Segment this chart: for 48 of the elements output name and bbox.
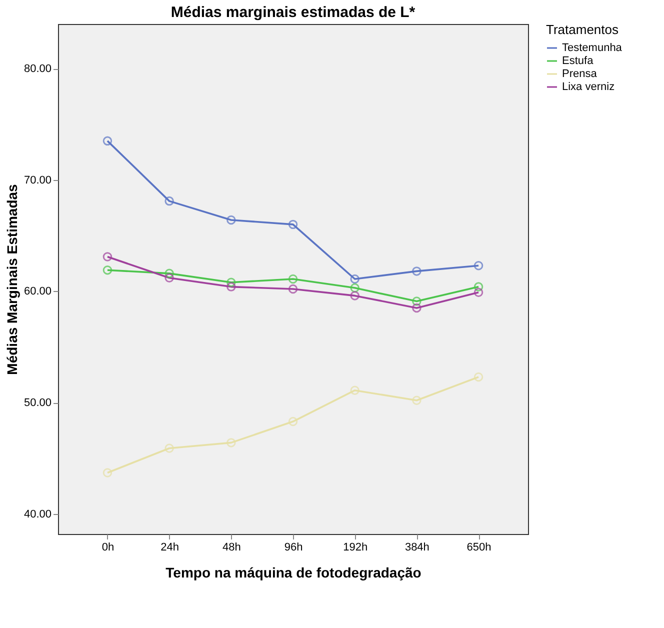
x-axis-title: Tempo na máquina de fotodegradação bbox=[166, 564, 422, 580]
point bbox=[474, 372, 484, 382]
point bbox=[226, 278, 236, 287]
legend-label: Lixa verniz bbox=[562, 81, 615, 93]
point bbox=[412, 266, 422, 276]
point bbox=[288, 274, 298, 284]
point bbox=[164, 444, 174, 453]
x-tick-label: 0h bbox=[102, 542, 114, 554]
x-tick-label: 192h bbox=[343, 542, 368, 554]
y-axis-title: Médias Marginais Estimadas bbox=[4, 184, 20, 375]
point bbox=[164, 273, 174, 282]
point bbox=[102, 265, 112, 275]
chart-title: Médias marginais estimadas de L* bbox=[170, 4, 416, 21]
point bbox=[164, 268, 174, 278]
x-tick-label: 384h bbox=[404, 542, 430, 554]
point bbox=[226, 282, 236, 292]
legend-title: Tratamentos bbox=[546, 22, 619, 37]
point bbox=[412, 396, 422, 405]
x-tick-label: 650h bbox=[466, 542, 492, 554]
y-tick-label: 60.00 bbox=[24, 286, 52, 298]
legend-label: Prensa bbox=[562, 68, 598, 80]
point bbox=[288, 284, 298, 294]
point bbox=[102, 252, 112, 262]
y-tick-label: 70.00 bbox=[24, 174, 52, 186]
point bbox=[412, 303, 422, 313]
point bbox=[474, 288, 484, 297]
point bbox=[350, 291, 360, 300]
point bbox=[474, 261, 484, 270]
x-tick-label: 96h bbox=[284, 542, 303, 554]
legend-label: Estufa bbox=[562, 55, 594, 67]
point bbox=[350, 386, 360, 395]
x-tick-label: 24h bbox=[160, 542, 179, 554]
point bbox=[226, 215, 236, 225]
point bbox=[102, 468, 112, 478]
point bbox=[288, 220, 298, 230]
point bbox=[226, 438, 236, 448]
y-tick-label: 40.00 bbox=[24, 508, 52, 520]
point bbox=[474, 282, 484, 292]
point bbox=[350, 274, 360, 284]
y-tick-label: 80.00 bbox=[24, 63, 52, 76]
legend-label: Testemunha bbox=[562, 42, 623, 54]
point bbox=[164, 196, 174, 206]
x-tick-label: 48h bbox=[222, 542, 241, 554]
point bbox=[288, 416, 298, 426]
point bbox=[350, 283, 360, 293]
point bbox=[102, 136, 112, 146]
y-tick-label: 50.00 bbox=[24, 397, 52, 410]
point bbox=[412, 296, 422, 306]
